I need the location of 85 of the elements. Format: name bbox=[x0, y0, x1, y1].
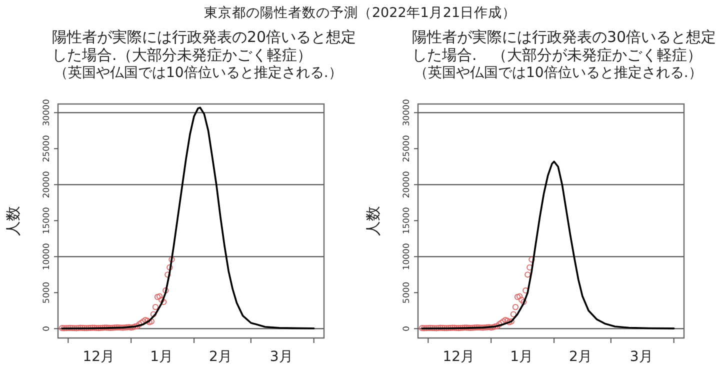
point bbox=[449, 324, 456, 331]
y-axis-title: 人数 bbox=[364, 206, 382, 236]
point bbox=[67, 324, 74, 331]
x-tick-label: 12月 bbox=[82, 349, 115, 365]
point bbox=[427, 324, 434, 331]
point bbox=[136, 321, 142, 328]
y-tick-label: 30000 bbox=[402, 99, 412, 126]
point bbox=[166, 264, 173, 270]
point bbox=[433, 325, 440, 332]
point bbox=[106, 324, 112, 331]
point bbox=[528, 256, 535, 263]
point bbox=[160, 298, 167, 306]
x-tick-label: 12月 bbox=[442, 349, 475, 365]
point bbox=[63, 325, 70, 332]
y-tick-label: 30000 bbox=[42, 99, 52, 126]
y-tick-label: 10000 bbox=[42, 243, 52, 270]
x-tick-label: 2月 bbox=[568, 349, 592, 365]
point bbox=[130, 324, 136, 330]
point bbox=[89, 324, 96, 331]
x-tick-label: 1月 bbox=[150, 349, 174, 365]
point bbox=[150, 311, 156, 318]
y-tick-label: 0 bbox=[42, 326, 52, 332]
y-axis-title: 人数 bbox=[4, 206, 22, 236]
point bbox=[61, 325, 68, 332]
point bbox=[490, 324, 496, 330]
point bbox=[510, 311, 516, 318]
point bbox=[419, 325, 426, 332]
point bbox=[524, 272, 531, 278]
y-tick-label: 5000 bbox=[42, 282, 52, 304]
point bbox=[77, 324, 84, 331]
point bbox=[520, 298, 527, 306]
point bbox=[126, 324, 132, 330]
y-tick-label: 20000 bbox=[402, 171, 412, 198]
point bbox=[494, 323, 500, 330]
y-tick-label: 15000 bbox=[402, 207, 412, 234]
point bbox=[124, 324, 130, 330]
point bbox=[508, 318, 514, 324]
y-tick-label: 0 bbox=[402, 326, 412, 332]
point bbox=[516, 293, 523, 300]
point bbox=[466, 324, 472, 331]
x-tick-label: 2月 bbox=[208, 349, 232, 365]
point bbox=[480, 324, 486, 331]
y-tick-label: 15000 bbox=[42, 207, 52, 234]
point bbox=[421, 325, 428, 332]
y-tick-label: 20000 bbox=[42, 171, 52, 198]
chart-subtitle: （英国や仏国では10倍位いると推定される.） bbox=[414, 64, 702, 82]
point bbox=[484, 324, 490, 330]
point bbox=[168, 256, 175, 263]
point bbox=[156, 293, 163, 300]
point bbox=[512, 304, 519, 310]
point bbox=[498, 320, 504, 326]
point bbox=[506, 319, 512, 326]
x-tick-label: 3月 bbox=[630, 349, 653, 365]
point bbox=[486, 324, 492, 330]
point bbox=[518, 296, 525, 303]
y-tick-label: 25000 bbox=[402, 135, 412, 162]
point bbox=[423, 325, 430, 332]
x-tick-label: 1月 bbox=[510, 349, 534, 365]
point bbox=[120, 324, 126, 331]
point bbox=[69, 325, 76, 332]
y-tick-label: 10000 bbox=[402, 243, 412, 270]
chart-subtitle: （英国や仏国では10倍位いると推定される.） bbox=[54, 64, 342, 82]
point bbox=[146, 319, 152, 326]
x-tick-label: 3月 bbox=[270, 349, 293, 365]
point bbox=[73, 325, 80, 332]
point bbox=[514, 294, 521, 300]
chart-title: 陽性者が実際には行政発表の30倍いると想定した場合. （大部分が未発症かごく軽症） bbox=[412, 28, 717, 64]
text: 東京都の陽性者数の予測（2022年1月21日作成） bbox=[202, 4, 518, 22]
point bbox=[496, 321, 502, 328]
point bbox=[429, 325, 436, 332]
point bbox=[162, 287, 169, 294]
y-tick-label: 25000 bbox=[42, 135, 52, 162]
point bbox=[144, 318, 150, 324]
point bbox=[474, 324, 480, 330]
point bbox=[158, 296, 165, 303]
point bbox=[164, 272, 171, 278]
point bbox=[502, 316, 508, 324]
point bbox=[437, 324, 444, 331]
point bbox=[134, 323, 140, 330]
point bbox=[152, 304, 159, 310]
point bbox=[114, 324, 120, 330]
y-tick-label: 5000 bbox=[402, 282, 412, 304]
chart-title: 陽性者が実際には行政発表の20倍いると想定した場合.（大部分未発症かごく軽症） bbox=[52, 28, 357, 64]
point bbox=[154, 294, 161, 300]
point bbox=[59, 325, 66, 332]
